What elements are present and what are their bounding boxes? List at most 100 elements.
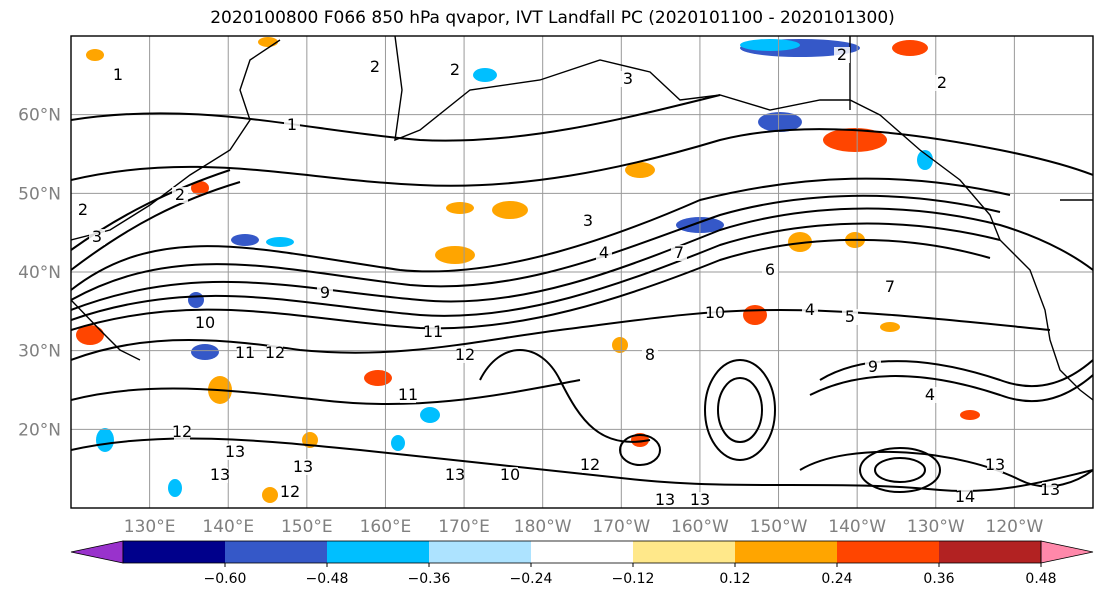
lon-label: 130°E — [124, 517, 176, 537]
colorbar-tick-label: −0.24 — [510, 571, 553, 587]
contour-label-bg — [642, 347, 658, 363]
shade-patch — [625, 162, 655, 178]
contour-label-bg — [227, 444, 243, 460]
shade-patch — [743, 305, 767, 325]
colorbar-segment — [735, 541, 838, 563]
lon-label: 160°W — [671, 517, 729, 537]
colorbar-tick-label: −0.12 — [612, 571, 655, 587]
contour-line — [71, 169, 231, 251]
contour-label-bg — [174, 424, 190, 440]
contour-label: 12 — [265, 343, 285, 362]
shade-patch — [76, 325, 104, 345]
colorbar-segment — [837, 541, 940, 563]
colorbar-segment — [531, 541, 634, 563]
coastlines — [71, 36, 1093, 401]
contour-label-bg — [172, 187, 188, 203]
contour-line — [71, 94, 721, 142]
contour-line — [859, 447, 941, 493]
contour-line — [717, 377, 763, 443]
shade-patch — [168, 479, 182, 497]
contour-label-bg — [447, 62, 463, 78]
colorbar-tick-label: 0.12 — [719, 571, 750, 587]
shade-patch — [188, 292, 204, 308]
colorbar-tick-label: 0.36 — [923, 571, 954, 587]
contour-line — [704, 359, 776, 461]
colorbar-segment — [633, 541, 736, 563]
contour-label-bg — [707, 305, 723, 321]
colorbar-tick-label: −0.60 — [204, 571, 247, 587]
contour-line — [71, 194, 1001, 301]
lon-label: 130°W — [907, 517, 965, 537]
contour-label-bg — [367, 59, 383, 75]
contour-label-bg — [865, 359, 881, 375]
contour-line — [71, 177, 1011, 291]
shade-patch — [86, 49, 104, 61]
shade-patch — [492, 201, 528, 219]
shade-patch — [612, 337, 628, 353]
contour-label-bg — [282, 484, 298, 500]
contour-label: 13 — [690, 490, 710, 509]
contour-label: 2 — [837, 45, 847, 64]
contour-label: 4 — [599, 243, 609, 262]
colorbar-segment — [225, 541, 328, 563]
shade-patch — [191, 181, 209, 195]
contour-label: 1 — [113, 65, 123, 84]
contour-label: 10 — [195, 313, 215, 332]
shade-patch — [262, 487, 278, 503]
lon-label: 140°W — [828, 517, 886, 537]
contour-label-bg — [657, 492, 673, 508]
contour-label-bg — [802, 302, 818, 318]
contour-label: 1 — [287, 115, 297, 134]
contour-label-bg — [671, 245, 687, 261]
lat-label: 60°N — [18, 106, 61, 126]
lat-label: 30°N — [18, 342, 61, 362]
contour-label: 6 — [765, 260, 775, 279]
shade-patch — [960, 410, 980, 420]
contour-label: 11 — [235, 343, 255, 362]
contour-label-bg — [922, 387, 938, 403]
shade-patch — [446, 202, 474, 214]
contour-line — [71, 207, 1093, 311]
contour-label-bg — [502, 467, 518, 483]
colorbar-frame — [122, 540, 1042, 564]
colorbar: −0.60 −0.48 −0.36 −0.24 −0.12 0.12 0.24 0.36 0.4… — [70, 540, 1094, 587]
shade-patch — [391, 435, 405, 451]
contour-label: 7 — [885, 277, 895, 296]
contour-label: 12 — [172, 422, 192, 441]
contour-label-bg — [400, 387, 416, 403]
contour-label: 2 — [370, 57, 380, 76]
lon-label: 150°E — [281, 517, 333, 537]
contour-label: 4 — [805, 300, 815, 319]
coastline-asia — [71, 39, 281, 241]
shade-patch — [892, 40, 928, 56]
contour-label: 2 — [78, 200, 88, 219]
contour-label: 7 — [674, 243, 684, 262]
lat-label: 40°N — [18, 263, 61, 283]
lat-label: 50°N — [18, 184, 61, 204]
contour-line — [71, 181, 241, 271]
contour-label-bg — [317, 285, 333, 301]
contour-label-bg — [596, 245, 612, 261]
shade-patch — [266, 237, 294, 247]
shade-patch — [758, 112, 802, 132]
contour-label-bg — [267, 345, 283, 361]
contour-line — [71, 128, 1093, 187]
contour-label: 8 — [645, 345, 655, 364]
contour-label: 12 — [580, 455, 600, 474]
colorbar-extend-high — [1040, 540, 1094, 564]
contour-label: 13 — [445, 465, 465, 484]
shade-patch — [191, 344, 219, 360]
contour-label-bg — [197, 315, 213, 331]
contour-label: 2 — [450, 60, 460, 79]
colorbar-tick-label: 0.48 — [1025, 571, 1056, 587]
lon-label: 180°W — [514, 517, 572, 537]
contour-line — [619, 434, 661, 466]
lat-label: 20°N — [18, 420, 61, 440]
contour-line — [71, 222, 1001, 321]
shade-patch — [258, 37, 278, 47]
map-gridlines — [71, 36, 1093, 508]
contour-label: 13 — [293, 457, 313, 476]
shade-patch — [364, 370, 392, 386]
